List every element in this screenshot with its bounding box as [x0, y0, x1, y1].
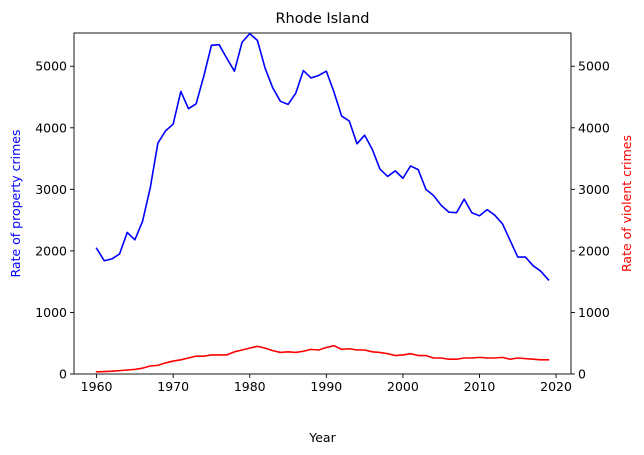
x-tick-label: 2000: [387, 379, 419, 394]
right-y-tick-label: 2000: [578, 243, 610, 258]
x-tick-label: 1970: [157, 379, 189, 394]
property-crimes-line: [95, 32, 550, 281]
right-y-tick-label: 5000: [578, 59, 610, 74]
left-y-tick-label: 5000: [35, 59, 67, 74]
left-y-axis-title: Rate of property crimes: [8, 129, 23, 277]
x-tick-label: 1980: [234, 379, 266, 394]
right-y-tick-label: 1000: [578, 305, 610, 320]
x-tick-label: 1990: [310, 379, 342, 394]
right-y-tick-label: 4000: [578, 120, 610, 135]
x-axis-title: Year: [308, 430, 336, 445]
left-y-tick-label: 3000: [35, 182, 67, 197]
x-tick-label: 1960: [81, 379, 113, 394]
violent-crimes-line: [95, 344, 550, 373]
right-y-axis-title: Rate of violent crimes: [619, 135, 634, 272]
plot-area: 1960 1970 1980 1990 2000 2010 2020 0 1000 2000 300…: [35, 32, 610, 394]
x-tick-label: 2010: [464, 379, 496, 394]
plot-frame: [73, 32, 572, 375]
right-y-tick-label: 0: [578, 367, 586, 382]
left-y-tick-label: 1000: [35, 305, 67, 320]
left-y-tick-label: 0: [59, 367, 67, 382]
left-y-tick-label: 4000: [35, 120, 67, 135]
chart-title: Rhode Island: [275, 11, 369, 27]
left-y-tick-label: 2000: [35, 243, 67, 258]
x-tick-label: 2020: [540, 379, 572, 394]
right-y-tick-label: 3000: [578, 182, 610, 197]
